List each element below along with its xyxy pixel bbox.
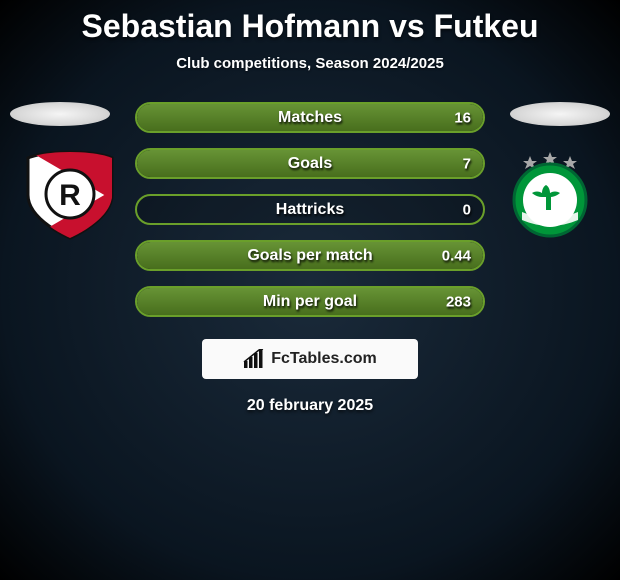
stat-row: Min per goal 283 [135, 286, 485, 317]
stat-label: Min per goal [263, 293, 357, 311]
stat-value: 0 [463, 201, 471, 218]
date-text: 20 february 2025 [0, 397, 620, 415]
stat-value: 283 [446, 293, 471, 310]
right-player-oval [510, 102, 610, 126]
stat-value: 16 [454, 109, 471, 126]
stat-label: Goals per match [247, 247, 372, 265]
stat-rows: Matches 16 Goals 7 Hattricks 0 Goals per match… [135, 102, 485, 317]
stat-row: Goals 7 [135, 148, 485, 179]
stat-row: Hattricks 0 [135, 194, 485, 225]
comparison-area: R Matches 16 Goals 7 Hattricks 0 Goals per mat… [0, 102, 620, 317]
stat-value: 7 [463, 155, 471, 172]
stat-row: Matches 16 [135, 102, 485, 133]
brand-text: FcTables.com [271, 350, 377, 368]
svg-text:R: R [59, 179, 81, 212]
brand-box[interactable]: FcTables.com [202, 339, 418, 379]
stat-label: Hattricks [276, 201, 344, 219]
bar-chart-icon [243, 349, 265, 369]
left-club-badge: R [20, 150, 120, 240]
stat-value: 0.44 [442, 247, 471, 264]
stat-label: Goals [288, 155, 332, 173]
page-title: Sebastian Hofmann vs Futkeu [0, 0, 620, 45]
page-subtitle: Club competitions, Season 2024/2025 [0, 55, 620, 72]
stat-label: Matches [278, 109, 342, 127]
right-club-badge [500, 150, 600, 240]
left-player-oval [10, 102, 110, 126]
stat-row: Goals per match 0.44 [135, 240, 485, 271]
